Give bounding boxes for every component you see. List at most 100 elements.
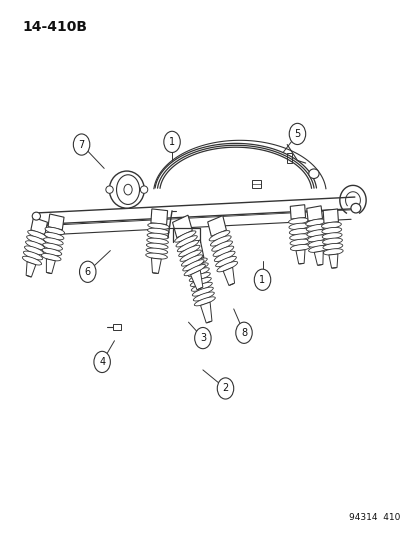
Ellipse shape (146, 243, 168, 249)
Circle shape (73, 134, 90, 155)
Circle shape (289, 123, 305, 144)
Polygon shape (207, 216, 226, 236)
Ellipse shape (211, 241, 232, 251)
Ellipse shape (209, 231, 229, 241)
Circle shape (164, 131, 180, 152)
Polygon shape (40, 210, 350, 235)
Ellipse shape (194, 297, 215, 306)
Ellipse shape (26, 236, 46, 244)
Circle shape (235, 322, 252, 343)
Ellipse shape (146, 248, 167, 254)
Bar (113, 324, 121, 330)
Ellipse shape (174, 231, 195, 242)
Polygon shape (328, 254, 337, 268)
Polygon shape (151, 258, 161, 273)
Ellipse shape (289, 229, 309, 235)
Polygon shape (26, 262, 36, 277)
Ellipse shape (216, 262, 237, 272)
Polygon shape (46, 259, 55, 273)
Bar (286, 152, 291, 163)
Ellipse shape (22, 256, 42, 265)
Ellipse shape (180, 250, 201, 261)
Ellipse shape (192, 287, 213, 296)
Ellipse shape (210, 236, 230, 246)
Polygon shape (295, 250, 304, 264)
Ellipse shape (177, 240, 198, 252)
Ellipse shape (323, 249, 342, 255)
Text: 94314  410: 94314 410 (348, 513, 399, 522)
Ellipse shape (26, 241, 45, 249)
Ellipse shape (147, 233, 169, 239)
Ellipse shape (191, 282, 212, 292)
Ellipse shape (32, 212, 40, 220)
Text: 1: 1 (169, 137, 175, 147)
Ellipse shape (43, 238, 63, 245)
Polygon shape (185, 240, 203, 263)
Ellipse shape (43, 243, 62, 251)
Ellipse shape (321, 233, 341, 239)
Ellipse shape (140, 186, 147, 193)
Circle shape (79, 261, 96, 282)
Ellipse shape (214, 251, 235, 262)
Ellipse shape (215, 256, 236, 266)
Ellipse shape (147, 223, 169, 229)
Ellipse shape (290, 245, 309, 251)
Ellipse shape (307, 235, 326, 242)
Ellipse shape (290, 239, 309, 245)
Ellipse shape (306, 224, 325, 231)
Polygon shape (313, 251, 323, 265)
Ellipse shape (106, 186, 113, 193)
Circle shape (123, 184, 132, 195)
Circle shape (94, 351, 110, 373)
Ellipse shape (45, 227, 64, 235)
Ellipse shape (188, 268, 209, 277)
Text: 3: 3 (199, 333, 205, 343)
Ellipse shape (190, 278, 211, 286)
Polygon shape (323, 209, 337, 223)
Text: 1: 1 (259, 274, 265, 285)
Ellipse shape (322, 238, 342, 244)
Polygon shape (306, 206, 322, 221)
Ellipse shape (288, 223, 308, 229)
Circle shape (116, 175, 139, 205)
Ellipse shape (44, 232, 64, 240)
Polygon shape (200, 302, 211, 323)
Polygon shape (36, 197, 354, 224)
Text: 8: 8 (240, 328, 247, 338)
Ellipse shape (305, 219, 325, 226)
Ellipse shape (308, 169, 318, 179)
Ellipse shape (41, 254, 61, 261)
Ellipse shape (321, 222, 340, 228)
Ellipse shape (187, 263, 208, 272)
Ellipse shape (308, 246, 328, 252)
Ellipse shape (109, 171, 144, 208)
Circle shape (254, 269, 270, 290)
Ellipse shape (307, 240, 327, 247)
Ellipse shape (213, 246, 233, 256)
Ellipse shape (289, 234, 309, 240)
Ellipse shape (193, 292, 214, 301)
Text: 7: 7 (78, 140, 85, 150)
Polygon shape (223, 267, 234, 286)
Ellipse shape (147, 238, 168, 244)
Text: 14-410B: 14-410B (22, 20, 87, 34)
Ellipse shape (350, 204, 360, 213)
Ellipse shape (24, 251, 43, 260)
Ellipse shape (176, 236, 197, 247)
Bar (252, 180, 261, 188)
Ellipse shape (28, 230, 47, 239)
Ellipse shape (42, 248, 62, 256)
Text: 5: 5 (294, 129, 300, 139)
Ellipse shape (178, 245, 199, 256)
Ellipse shape (288, 218, 308, 224)
Circle shape (194, 327, 211, 349)
Polygon shape (150, 209, 167, 224)
Text: 4: 4 (99, 357, 105, 367)
Polygon shape (31, 217, 47, 235)
Ellipse shape (186, 258, 207, 267)
Polygon shape (48, 214, 64, 230)
Ellipse shape (306, 230, 326, 237)
Text: 6: 6 (85, 267, 90, 277)
Text: 2: 2 (222, 383, 228, 393)
Polygon shape (172, 215, 192, 238)
